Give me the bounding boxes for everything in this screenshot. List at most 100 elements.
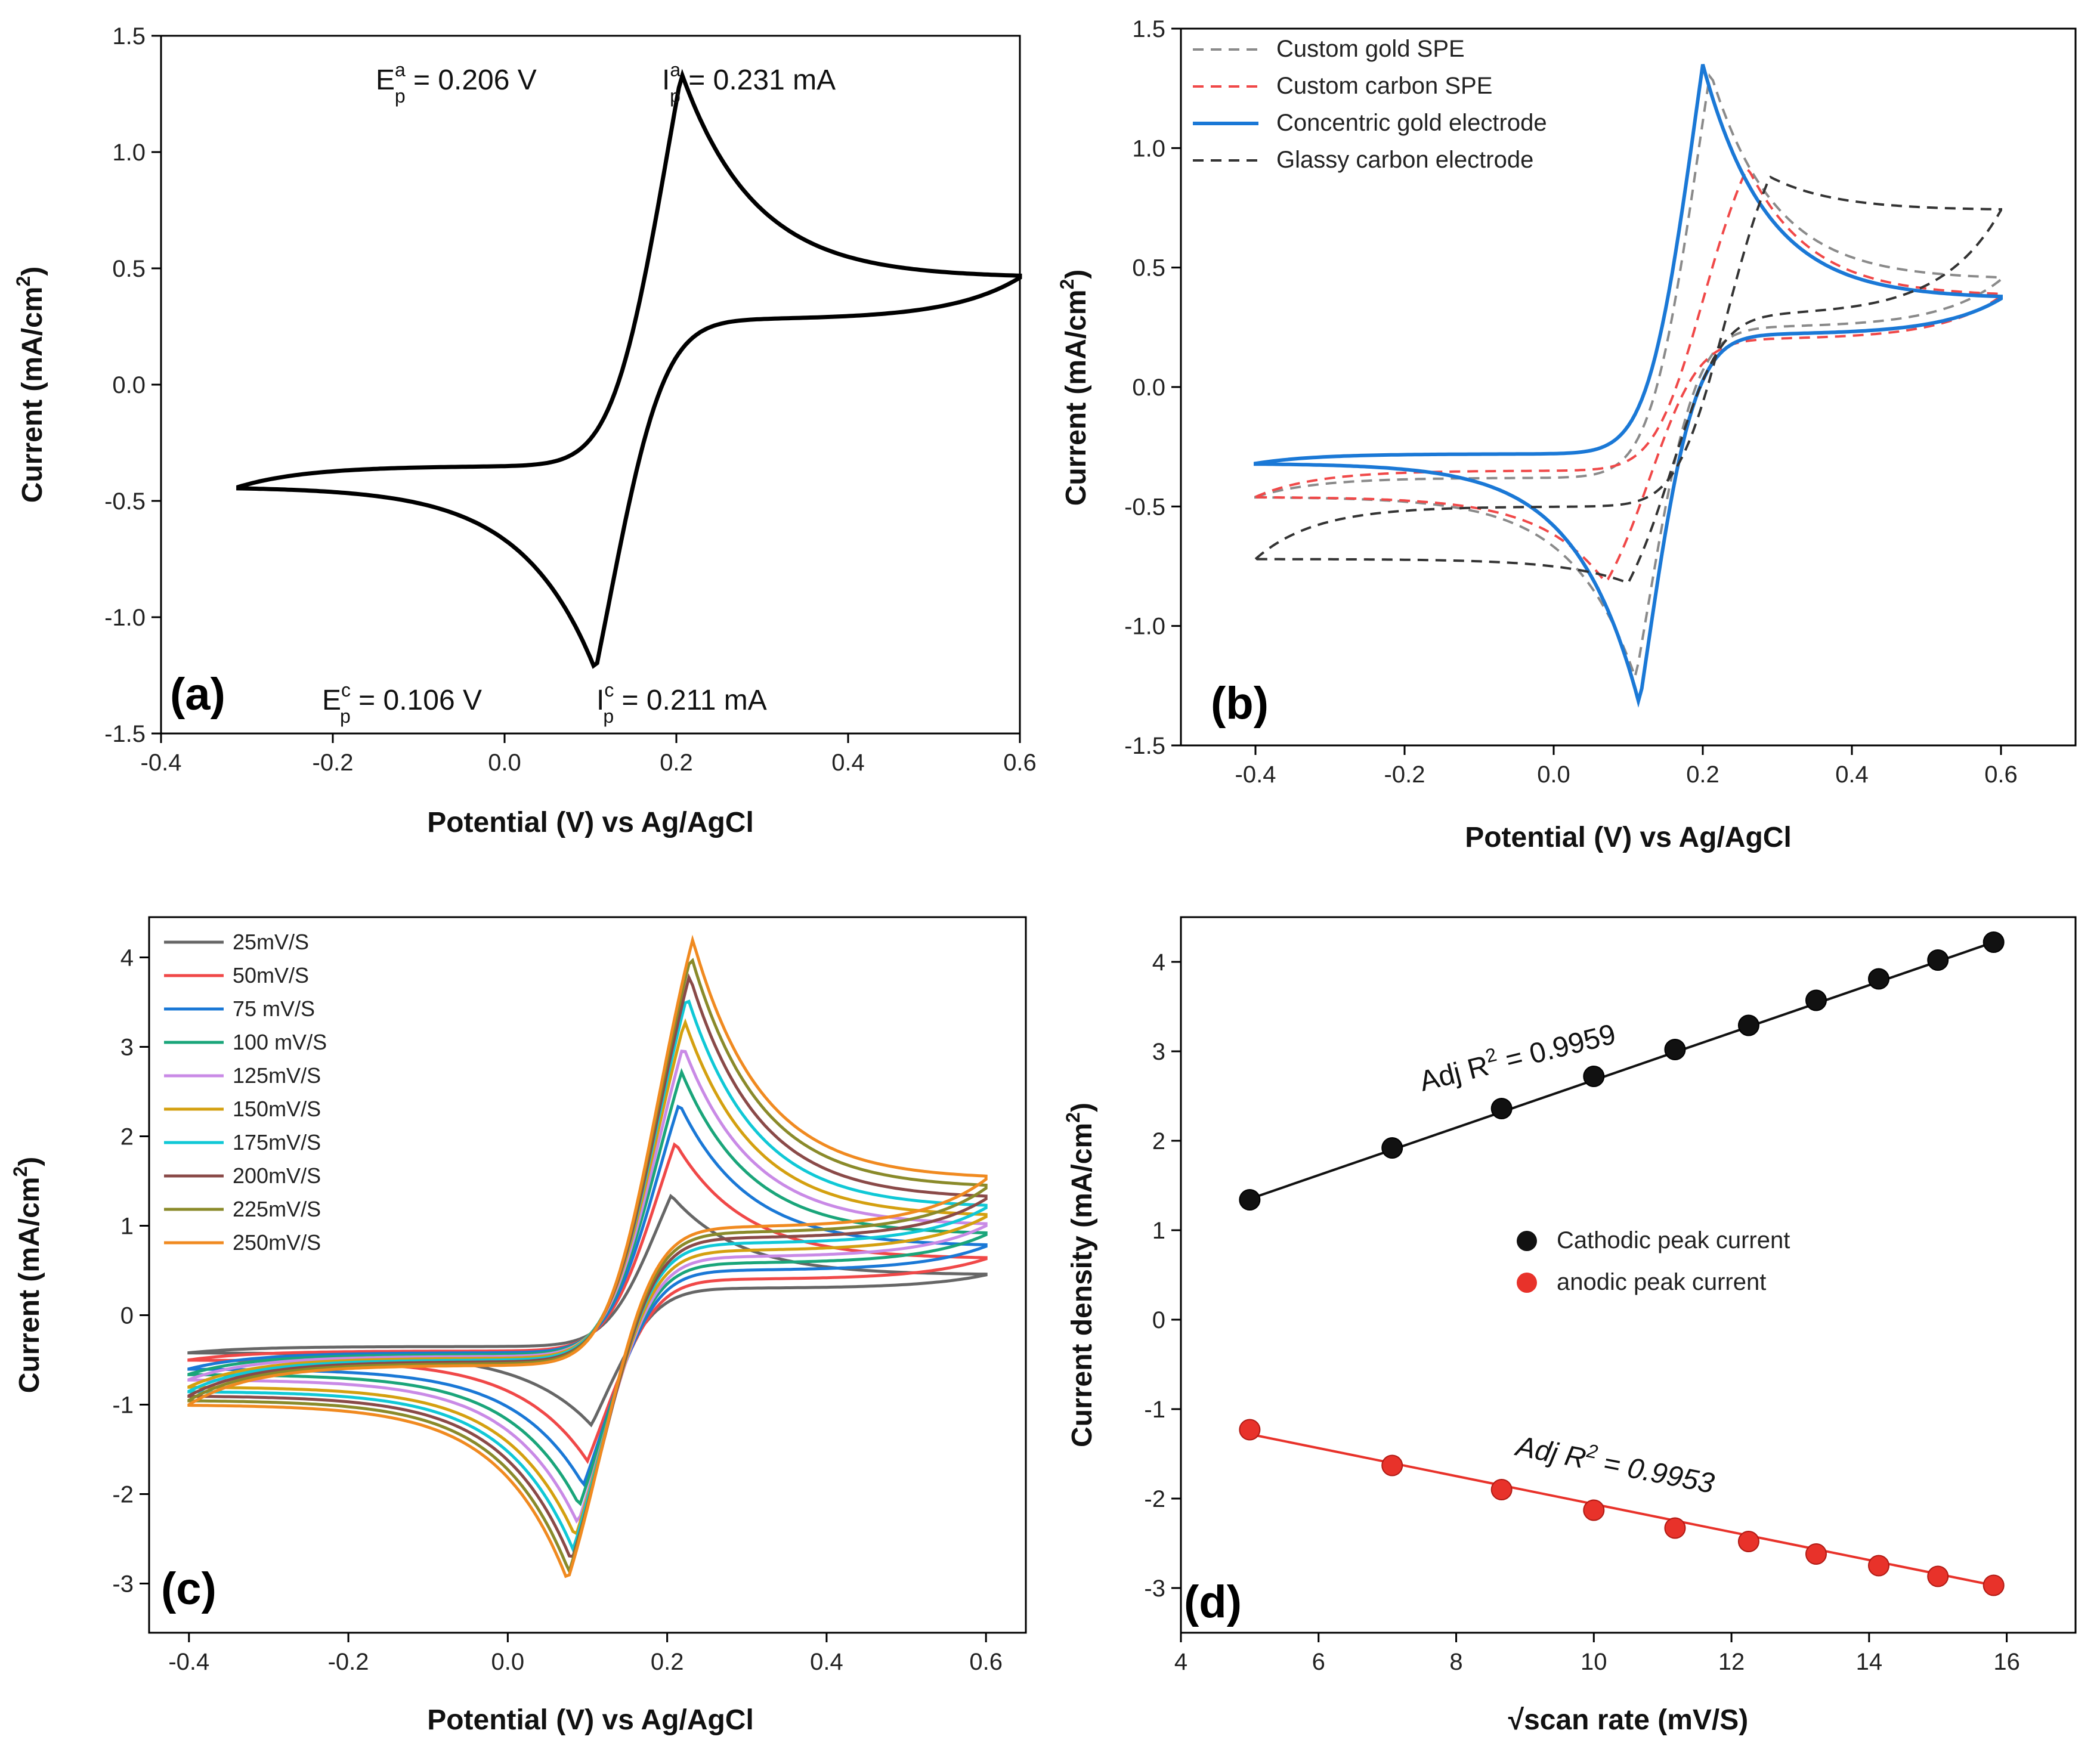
panel-b-legend-label: Glassy carbon electrode <box>1276 147 1533 173</box>
panel-d-legend-marker <box>1517 1273 1537 1293</box>
x-tick-label: 0.4 <box>1835 762 1869 788</box>
panel-d-fit-line <box>1249 941 1994 1200</box>
y-tick-label: 1 <box>1152 1218 1165 1244</box>
panel-c-series-curve <box>187 1050 988 1524</box>
panel-b-x-axis-title: Potential (V) vs Ag/AgCl <box>1465 822 1792 853</box>
panel-b-x-ticks: -0.4 -0.2 0.0 0.2 0.4 0.6 <box>1235 745 2018 788</box>
x-tick-label: -0.4 <box>168 1649 209 1675</box>
panel-c-x-axis-title: Potential (V) vs Ag/AgCl <box>427 1704 754 1736</box>
panel-b-series-curve <box>1254 73 2002 681</box>
panel-c-series-curve <box>187 1067 988 1506</box>
x-tick-label: 0.2 <box>651 1649 684 1675</box>
panel-d-data-point <box>1927 1565 1949 1587</box>
panel-a-epc-annotation: Ec p = 0.106 V <box>322 679 482 727</box>
panel-c-series-curve <box>187 973 988 1558</box>
x-tick-label: 0.6 <box>1984 762 2018 788</box>
panel-d-data-point <box>1737 1014 1759 1036</box>
x-tick-label: 0.6 <box>969 1649 1003 1675</box>
panel-d-data-point <box>1664 1517 1686 1539</box>
panel-c-label: (c) <box>161 1564 217 1614</box>
panel-c-legend-label: 225mV/S <box>233 1197 321 1221</box>
panel-d-data-point <box>1983 931 2005 953</box>
x-tick-label: 4 <box>1174 1649 1187 1675</box>
y-tick-label: -3 <box>1144 1575 1165 1602</box>
panel-c-legend-label: 150mV/S <box>233 1097 321 1121</box>
panel-a-y-axis-title: Current (mA/cm2) <box>13 267 48 503</box>
panel-d-data-point <box>1490 1479 1513 1500</box>
x-tick-label: -0.2 <box>313 750 354 776</box>
panel-a-cv-curve <box>236 69 1022 669</box>
panel-c-legend-label: 100 mV/S <box>233 1030 327 1054</box>
panel-c-legend-label: 50mV/S <box>233 963 309 988</box>
y-tick-label: 1.0 <box>1132 135 1165 162</box>
panel-c-legend: 25mV/S 50mV/S 75 mV/S 100 mV/S 125mV/S 150mV/… <box>164 930 327 1255</box>
panel-d-legend-label: anodic peak current <box>1557 1269 1766 1295</box>
y-tick-label: 1.5 <box>112 23 146 49</box>
panel-b-plot-frame <box>1180 27 2077 747</box>
y-tick-label: -1.5 <box>104 721 146 747</box>
panel-a-ipc-annotation: Ic p = 0.211 mA <box>596 679 767 727</box>
panel-d-data-point <box>1239 1189 1261 1211</box>
y-tick-label: -1.5 <box>1124 733 1165 759</box>
x-tick-label: -0.2 <box>1384 762 1425 788</box>
y-tick-label: -0.5 <box>1124 494 1165 520</box>
panel-d-data-point <box>1490 1098 1513 1119</box>
panel-b-series-curve <box>1254 166 2002 583</box>
panel-c-x-ticks: -0.4 -0.2 0.0 0.2 0.4 0.6 <box>168 1633 1003 1675</box>
panel-b-series-curve <box>1254 175 2002 584</box>
y-tick-label: -3 <box>112 1571 134 1598</box>
y-tick-label: 4 <box>120 945 134 971</box>
panel-b-legend: Custom gold SPE Custom carbon SPE Concentr… <box>1193 36 1547 173</box>
panel-c-legend-label: 125mV/S <box>233 1063 321 1088</box>
x-tick-label: 0.4 <box>831 750 865 776</box>
y-tick-label: 0.5 <box>112 256 146 282</box>
panel-c-series-curve <box>187 958 988 1575</box>
y-tick-label: 0 <box>1152 1307 1165 1333</box>
panel-b-series-curve <box>1254 64 2003 708</box>
panel-d-data-point <box>1868 968 1889 990</box>
y-tick-label: 2 <box>120 1124 134 1150</box>
y-tick-label: 3 <box>1152 1039 1165 1065</box>
y-tick-label: 1.0 <box>112 140 146 166</box>
x-tick-label: 0.0 <box>1537 762 1570 788</box>
panel-d-data-point <box>1583 1499 1605 1521</box>
panel-a-x-axis-title: Potential (V) vs Ag/AgCl <box>427 807 754 838</box>
x-tick-label: 0.4 <box>810 1649 843 1675</box>
panel-d-data-point <box>1927 949 1949 971</box>
y-tick-label: 1 <box>120 1214 134 1240</box>
x-tick-label: 0.2 <box>660 750 693 776</box>
panel-c-legend-label: 25mV/S <box>233 930 309 954</box>
panel-c-legend-label: 250mV/S <box>233 1230 321 1255</box>
panel-d-y-ticks: -3 -2 -1 0 1 2 3 4 <box>1144 949 1181 1602</box>
panel-d-data-point <box>1737 1531 1759 1552</box>
y-tick-label: -2 <box>112 1482 134 1508</box>
panel-d-data-point <box>1381 1137 1403 1159</box>
panel-d-y-axis-title: Current density (mA/cm2) <box>1062 1103 1098 1447</box>
panel-c-series-curve <box>187 1104 988 1487</box>
panel-c-legend-label: 75 mV/S <box>233 996 315 1021</box>
x-tick-label: 6 <box>1312 1649 1325 1675</box>
y-tick-label: -0.5 <box>104 488 146 515</box>
y-tick-label: 0.0 <box>112 372 146 398</box>
y-tick-label: -1.0 <box>1124 614 1165 640</box>
x-tick-label: 16 <box>1993 1649 2020 1675</box>
panel-b-curves <box>1254 64 2003 708</box>
panel-a-epa-annotation: Ea p = 0.206 V <box>376 59 537 107</box>
y-tick-label: -2 <box>1144 1486 1165 1512</box>
y-tick-label: -1 <box>1144 1397 1165 1423</box>
x-tick-label: 8 <box>1449 1649 1462 1675</box>
panel-d-plot-frame <box>1180 916 2077 1634</box>
panel-d-legend-marker <box>1517 1231 1537 1251</box>
panel-a-ipa-annotation: Ia p = 0.231 mA <box>662 59 836 107</box>
panel-d-data-point <box>1239 1419 1261 1441</box>
panel-c-series-curve <box>187 1018 988 1536</box>
panel-c-legend-label: 175mV/S <box>233 1130 321 1154</box>
panel-a-y-ticks: -1.5 -1.0 -0.5 0.0 0.5 1.0 1.5 <box>104 23 161 747</box>
panel-d-anodic-fit-label: Adj R2 = 0.9953 <box>1512 1426 1718 1500</box>
panel-b-label: (b) <box>1211 678 1269 729</box>
y-tick-label: 0 <box>120 1303 134 1329</box>
panel-a-plot-frame <box>160 35 1021 735</box>
